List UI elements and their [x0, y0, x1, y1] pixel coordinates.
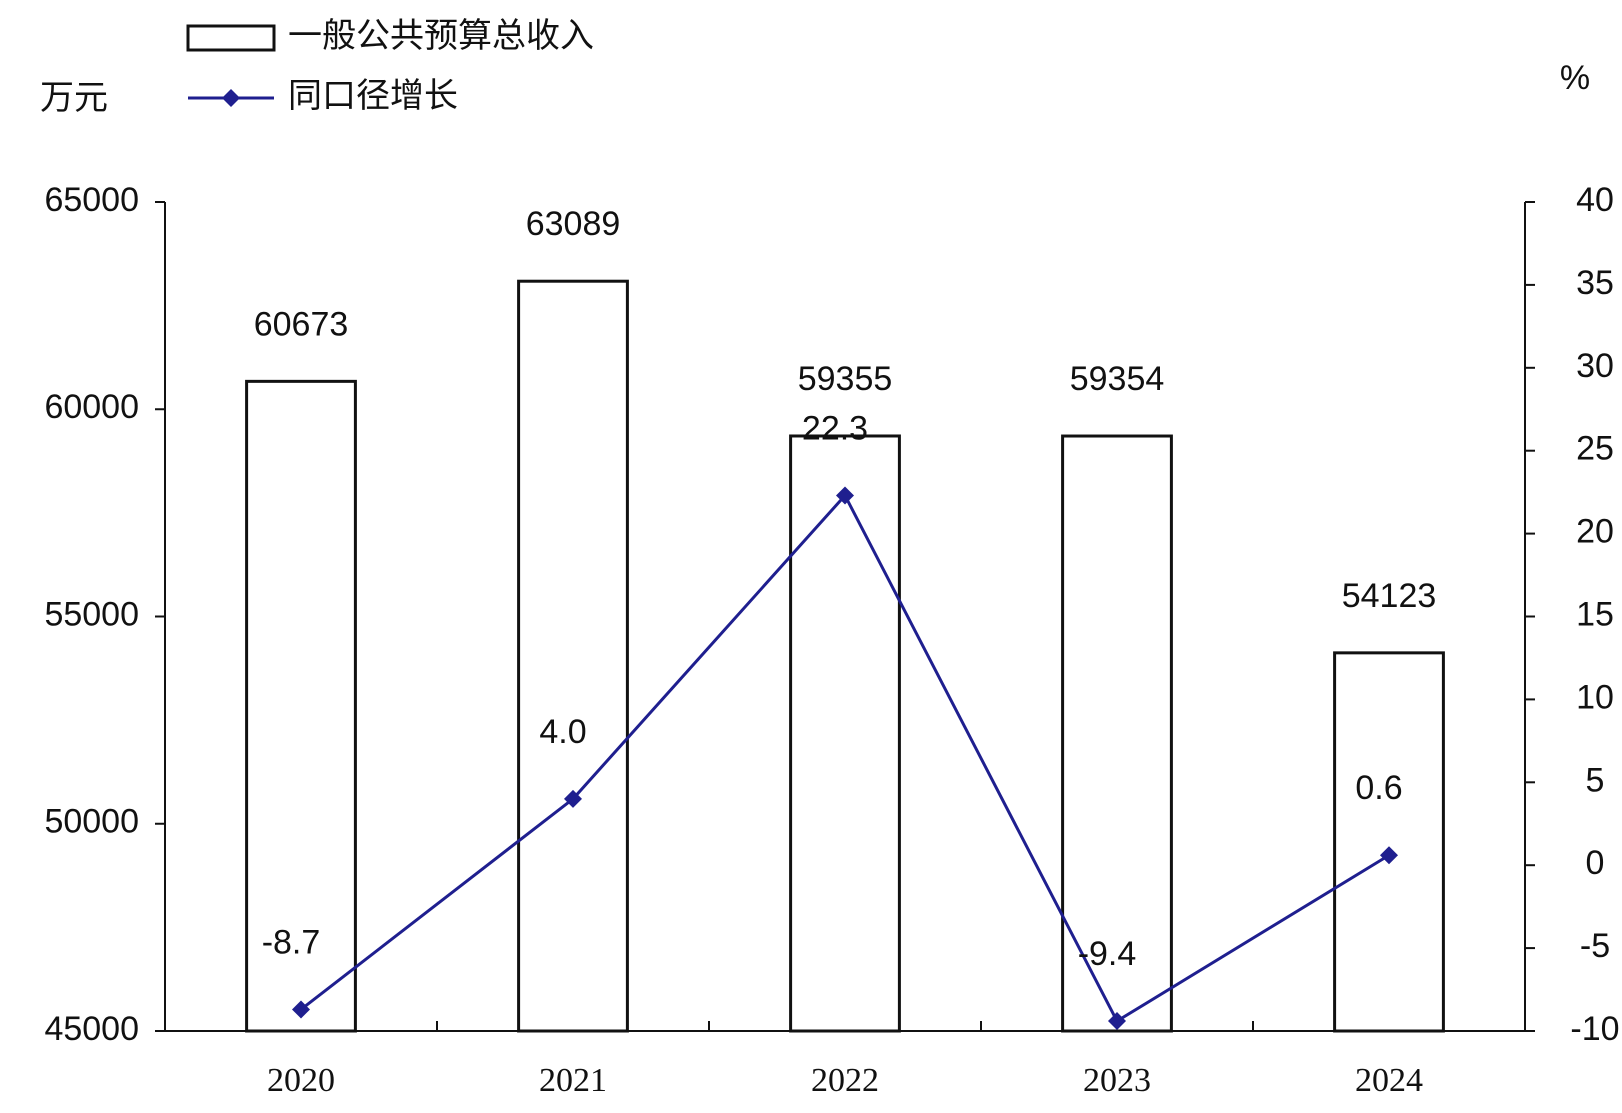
y2-tick-label: -5	[1580, 927, 1610, 965]
y2-tick-label: 35	[1576, 264, 1614, 302]
line-value-label: -8.7	[262, 923, 321, 961]
bar	[1061, 434, 1173, 1033]
legend-label: 同口径增长	[288, 77, 458, 115]
line-value-label: 22.3	[802, 409, 868, 447]
line-marker	[836, 486, 854, 505]
y2-tick-label: 15	[1576, 595, 1614, 633]
bar-value-label: 59354	[1070, 360, 1165, 398]
line-marker	[1380, 846, 1398, 865]
y2-tick-label: -10	[1570, 1010, 1619, 1048]
bar-value-label: 63089	[526, 205, 621, 243]
bar-value-label: 54123	[1342, 577, 1437, 615]
legend-label: 一般公共预算总收入	[288, 17, 594, 55]
y2-tick-label: 20	[1576, 513, 1614, 551]
y-tick-label: 45000	[44, 1010, 139, 1048]
legend-marker	[222, 89, 240, 107]
y-tick-label: 50000	[44, 803, 139, 841]
line-marker	[292, 1000, 310, 1019]
y2-tick-label: 5	[1586, 761, 1605, 799]
y-tick-label: 60000	[44, 388, 139, 426]
y2-axis-label: %	[1560, 59, 1590, 97]
x-tick-label: 2022	[811, 1062, 879, 1099]
y2-tick-label: 25	[1576, 430, 1614, 468]
y-tick-label: 65000	[44, 181, 139, 219]
y2-tick-label: 0	[1586, 844, 1605, 882]
bar-value-label: 59355	[798, 360, 893, 398]
y2-tick-label: 30	[1576, 347, 1614, 385]
line-value-label: 4.0	[539, 713, 586, 751]
y2-tick-label: 10	[1576, 678, 1614, 716]
x-tick-label: 2023	[1083, 1062, 1151, 1099]
x-tick-label: 2021	[539, 1062, 607, 1099]
bar	[245, 379, 357, 1033]
bar-value-label: 60673	[254, 305, 349, 343]
line-value-label: 0.6	[1355, 769, 1402, 807]
x-tick-label: 2020	[267, 1062, 335, 1099]
line-marker	[1108, 1012, 1126, 1031]
line-marker	[564, 789, 582, 808]
bar	[517, 279, 629, 1033]
legend-swatch	[186, 24, 276, 52]
bar	[789, 434, 901, 1033]
y-axis-label: 万元	[40, 79, 108, 117]
bar	[1333, 651, 1445, 1033]
line-value-label: -9.4	[1078, 935, 1137, 973]
y-tick-label: 55000	[44, 595, 139, 633]
x-tick-label: 2024	[1355, 1062, 1423, 1099]
y2-tick-label: 40	[1576, 181, 1614, 219]
